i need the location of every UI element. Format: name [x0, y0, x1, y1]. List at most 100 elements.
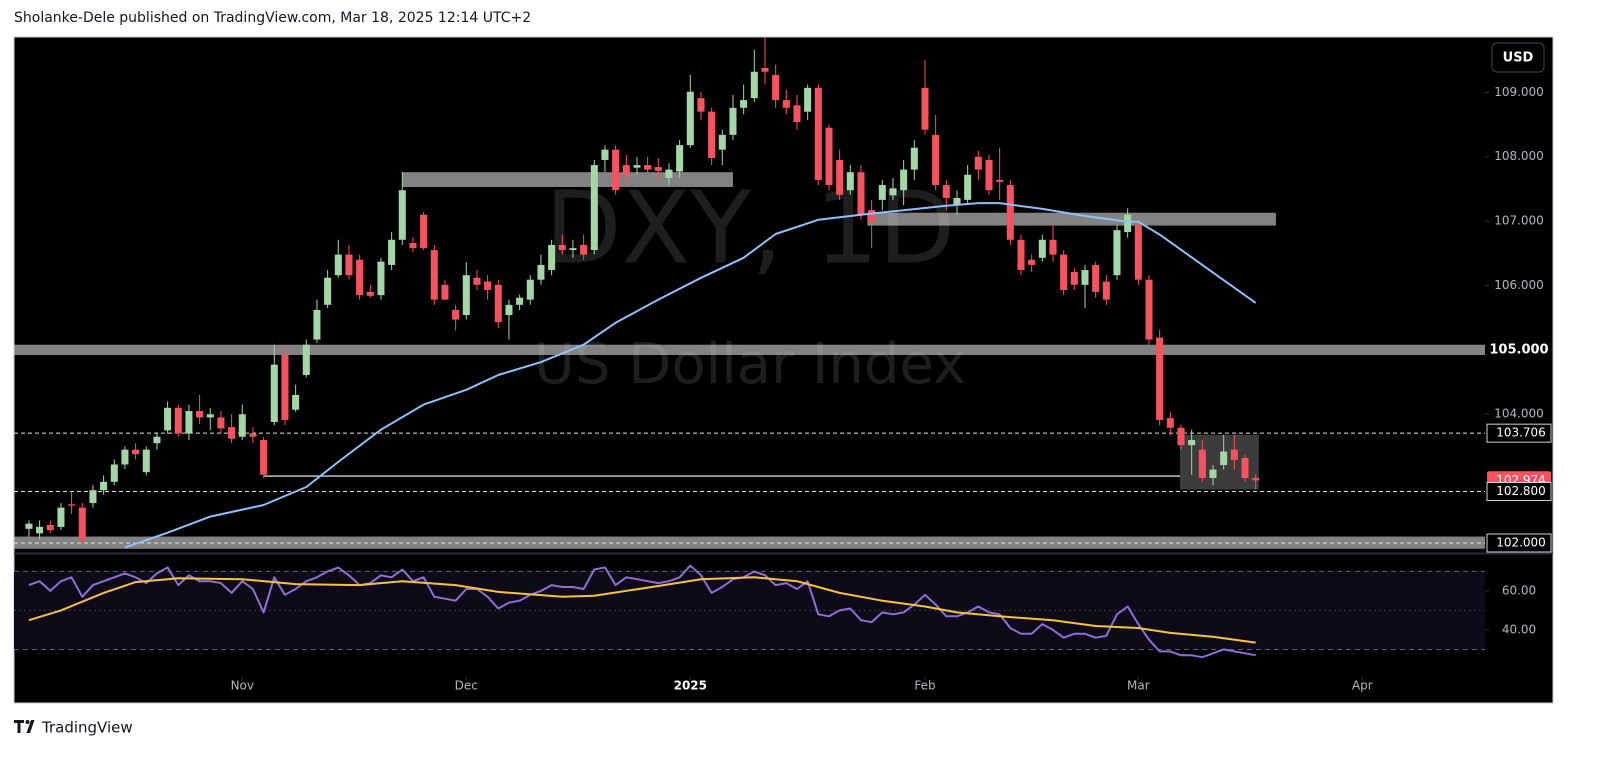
- price-pane: [14, 37, 1485, 549]
- candle-body: [228, 427, 236, 439]
- candle-body: [153, 436, 161, 444]
- candle-body: [1166, 418, 1174, 428]
- candle-body: [772, 74, 780, 101]
- candle-body: [825, 127, 833, 186]
- watermark: DXY, 1D US Dollar Index: [534, 169, 966, 397]
- candle-body: [1220, 451, 1228, 466]
- candle-body: [217, 417, 225, 429]
- candle-body: [452, 309, 460, 320]
- x-tick-label: 2025: [674, 679, 707, 693]
- candle-body: [1060, 254, 1068, 290]
- candle-body: [1252, 477, 1260, 481]
- candle-body: [761, 67, 769, 72]
- candle-body: [1241, 458, 1249, 478]
- candle-body: [462, 275, 470, 316]
- axes: 104.000106.000107.000108.000109.000102.9…: [231, 85, 1552, 693]
- candle-body: [324, 277, 332, 305]
- candle-body: [558, 244, 566, 251]
- zone: [867, 212, 1276, 226]
- candle-body: [953, 197, 961, 206]
- candle-body: [1092, 264, 1100, 292]
- candle-body: [302, 344, 310, 375]
- candle-body: [846, 172, 854, 191]
- candle-body: [249, 433, 257, 437]
- candle-body: [270, 364, 278, 422]
- candle-body: [1230, 449, 1238, 460]
- moving-average: [124, 202, 1257, 549]
- candle-body: [100, 481, 108, 491]
- candle-body: [494, 284, 502, 323]
- y-tick-label: 109.000: [1494, 85, 1544, 99]
- candle-body: [260, 439, 268, 475]
- x-tick-label: Mar: [1127, 679, 1150, 693]
- candle-body: [356, 259, 364, 296]
- candle-body: [78, 507, 86, 540]
- currency-button[interactable]: USD: [1491, 42, 1545, 73]
- candle-body: [697, 98, 705, 112]
- candle-body: [89, 490, 97, 504]
- footer-brand: TradingView: [41, 719, 133, 737]
- candle-body: [516, 297, 524, 305]
- candle-body: [782, 100, 790, 108]
- level-label: 103.706: [1496, 426, 1546, 440]
- candle-body: [612, 149, 620, 191]
- candle-body: [1102, 281, 1110, 300]
- y-tick-label: 40.00: [1502, 622, 1536, 636]
- candle-body: [868, 210, 876, 222]
- candle-body: [633, 165, 641, 168]
- candle-body: [548, 244, 556, 271]
- y-tick-label: 107.000: [1494, 214, 1544, 228]
- candle-body: [665, 169, 673, 178]
- candle-body: [334, 254, 342, 276]
- candle-body: [644, 165, 652, 170]
- y-tick-label: 104.000: [1494, 407, 1544, 421]
- candle-body: [1081, 270, 1089, 285]
- zone: [402, 172, 733, 187]
- candle-body: [974, 156, 982, 170]
- candle-body: [142, 449, 150, 473]
- candle-body: [1049, 239, 1057, 255]
- candle-body: [900, 169, 908, 191]
- candle-body: [174, 407, 182, 434]
- candle-body: [654, 167, 662, 171]
- candle-body: [292, 394, 300, 410]
- x-tick-label: Apr: [1352, 679, 1373, 693]
- candle-body: [1006, 185, 1014, 240]
- candle-body: [590, 165, 598, 251]
- candle-body: [910, 147, 918, 170]
- logo-mark: [26, 720, 35, 733]
- candle-body: [569, 248, 577, 251]
- candle-body: [473, 277, 481, 285]
- candle-body: [921, 87, 929, 130]
- candle-body: [409, 243, 417, 249]
- candle-body: [366, 291, 374, 296]
- candle-body: [1017, 239, 1025, 271]
- candle-body: [121, 449, 129, 465]
- candle-body: [676, 145, 684, 172]
- candle-body: [206, 414, 214, 418]
- candle-body: [420, 214, 428, 249]
- footer-logo: TradingView: [14, 719, 133, 737]
- candle-body: [964, 174, 972, 200]
- level-label-box: [1486, 533, 1552, 553]
- zone: [14, 344, 1485, 356]
- y-tick-label: 108.000: [1494, 149, 1544, 163]
- candle-body: [1177, 427, 1185, 446]
- candle-body: [441, 284, 449, 300]
- candle-body: [793, 105, 801, 122]
- candle-body: [526, 279, 534, 300]
- candle-body: [281, 355, 289, 421]
- candle-body: [942, 185, 950, 198]
- currency-button-frame[interactable]: [1491, 42, 1545, 73]
- candle-body: [814, 87, 822, 180]
- candle-body: [388, 239, 396, 265]
- rsi-pane: [14, 564, 1485, 659]
- y-tick-label: 106.000: [1494, 278, 1544, 292]
- currency-label[interactable]: USD: [1503, 51, 1534, 66]
- candle-body: [996, 179, 1004, 182]
- candle-body: [36, 526, 44, 534]
- publisher-note: Sholanke-Dele published on TradingView.c…: [14, 10, 531, 26]
- candle-body: [729, 107, 737, 135]
- x-tick-label: Nov: [231, 679, 254, 693]
